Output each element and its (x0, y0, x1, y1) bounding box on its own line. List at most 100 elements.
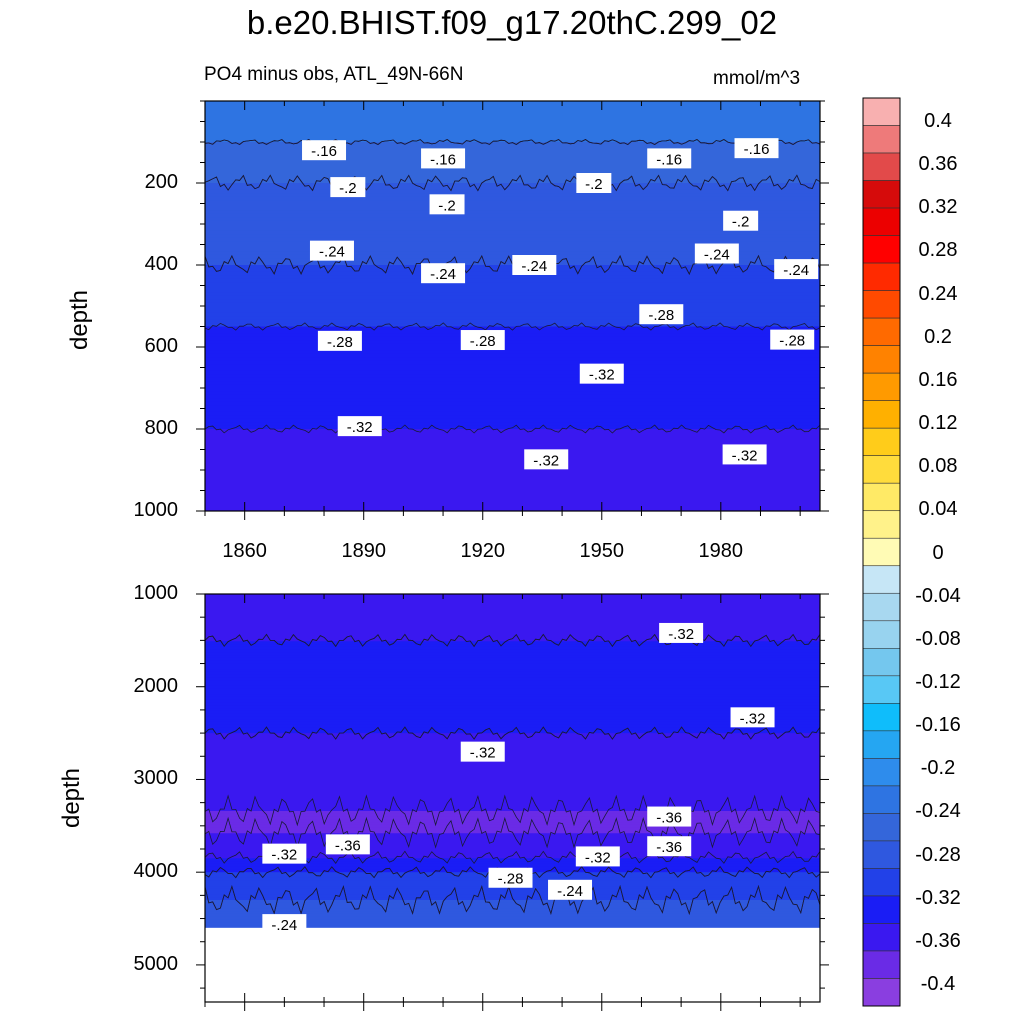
contour-band (205, 735, 820, 740)
colorbar-box (862, 868, 901, 897)
contour-band (205, 791, 820, 795)
contour-band (205, 716, 820, 720)
contour-band (205, 312, 820, 317)
svg-text:-.24: -.24 (271, 917, 297, 934)
contour-band (205, 493, 820, 498)
contour-band (205, 822, 820, 826)
colorbar-box (862, 950, 901, 979)
contour-label: -.2 (576, 173, 612, 193)
contour-label: -.32 (659, 622, 704, 643)
svg-text:-.32: -.32 (740, 710, 766, 727)
colorbar-label: 0.16 (918, 368, 958, 391)
contour-band (205, 247, 820, 252)
contour-band (205, 605, 820, 609)
contour-band (205, 176, 820, 181)
contour-line (205, 174, 820, 192)
contour-band (205, 463, 820, 468)
svg-text:-.24: -.24 (557, 883, 583, 900)
contour-line (205, 726, 820, 740)
contour-band (205, 632, 820, 637)
colorbar-box (862, 840, 901, 869)
svg-text:-.28: -.28 (648, 307, 674, 324)
contour-band (205, 794, 820, 798)
colorbar-box (862, 235, 901, 264)
svg-text:-.36: -.36 (656, 839, 682, 856)
contour-label: -.2 (429, 194, 465, 215)
contour-line (205, 816, 820, 849)
contour-band (205, 357, 820, 362)
contour-band (205, 299, 820, 304)
contour-label: -.16 (421, 148, 466, 169)
contour-band (205, 497, 820, 502)
contour-band (205, 480, 820, 485)
contour-band (205, 193, 820, 198)
contour-band (205, 630, 820, 634)
contour-band (205, 142, 820, 147)
contour-band (205, 805, 820, 809)
contour-band (205, 329, 820, 334)
contour-band (205, 432, 820, 437)
contour-band (205, 691, 820, 695)
contour-band (205, 500, 820, 505)
colorbar-label: -0.32 (915, 886, 961, 909)
contour-band (205, 203, 820, 208)
svg-text:-.32: -.32 (668, 626, 694, 643)
contour-band (205, 644, 820, 648)
svg-text:-.2: -.2 (339, 180, 357, 197)
colorbar-box (862, 455, 901, 484)
colorbar-label: 0.24 (918, 282, 958, 305)
contour-label: -.16 (734, 138, 779, 159)
colorbar-box (862, 730, 901, 759)
colorbar-box (862, 510, 901, 539)
contour-band (205, 131, 820, 136)
contour-band (205, 422, 820, 427)
upper-contour-panel: -.16 -.16 -.16-.16-.2-.2-.2-.2-.24-.24 -.24… (196, 100, 829, 520)
contour-band (205, 408, 820, 413)
contour-band (205, 172, 820, 177)
contour-band (205, 766, 820, 770)
lower-y-tick-label: 3000 (133, 767, 179, 790)
contour-band (205, 863, 820, 868)
contour-band (205, 275, 820, 280)
contour-band (205, 343, 820, 348)
contour-band (205, 911, 820, 915)
contour-band (205, 169, 820, 174)
contour-band (205, 504, 820, 509)
contour-band (205, 114, 820, 119)
svg-text:-.32: -.32 (585, 849, 611, 866)
contour-band (205, 619, 820, 623)
colorbar-label: -0.04 (915, 584, 961, 607)
colorbar-box (862, 97, 901, 126)
contour-band (205, 733, 820, 737)
contour-label: -.28 (460, 330, 505, 351)
contour-band (205, 466, 820, 471)
contour-band (205, 162, 820, 167)
contour-label: -.32 (730, 707, 775, 728)
contour-band (205, 777, 820, 781)
contour-band (205, 104, 820, 109)
colorbar-box (862, 537, 901, 567)
x-tick-label: 1920 (460, 540, 505, 562)
contour-band (205, 627, 820, 631)
contour-band (205, 456, 820, 461)
contour-label: -.24 (694, 243, 739, 264)
contour-band (205, 183, 820, 188)
colorbar-label: 0.32 (918, 196, 958, 219)
contour-band (205, 905, 820, 909)
contour-band (205, 677, 820, 681)
contour-band (205, 230, 820, 235)
contour-band (205, 473, 820, 478)
contour-band (205, 234, 820, 239)
contour-band (205, 121, 820, 126)
contour-band (205, 446, 820, 451)
contour-band (205, 891, 820, 896)
colorbar-box (862, 207, 901, 236)
contour-band (205, 155, 820, 160)
contour-band (205, 148, 820, 153)
contour-band (205, 741, 820, 745)
contour-band (205, 886, 820, 890)
colorbar-label: 0.04 (918, 498, 958, 521)
contour-band (205, 769, 820, 773)
lower-y-tick-label: 5000 (133, 952, 179, 975)
contour-band (205, 381, 820, 386)
